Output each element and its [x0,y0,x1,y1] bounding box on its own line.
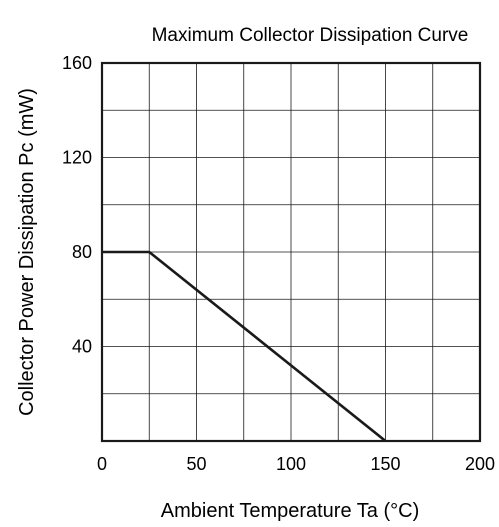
x-tick-label: 100 [276,454,306,474]
y-axis-label: Collector Power Dissipation Pc (mW) [16,88,38,416]
x-tick-label: 0 [97,454,107,474]
derating-curve-line [102,250,387,443]
x-tick-labels: 0 50 100 150 200 [97,454,495,474]
grid [102,63,480,441]
y-tick-label: 40 [72,337,92,357]
x-tick-label: 200 [465,454,495,474]
chart-title: Maximum Collector Dissipation Curve [152,25,469,46]
x-axis-label: Ambient Temperature Ta (°C) [161,500,419,522]
x-tick-label: 150 [370,454,400,474]
y-tick-label: 160 [62,53,92,73]
y-tick-label: 80 [72,242,92,262]
y-tick-labels: 40 80 120 160 [62,53,92,357]
y-tick-label: 120 [62,148,92,168]
series-layer [102,250,387,443]
x-tick-label: 50 [186,454,206,474]
